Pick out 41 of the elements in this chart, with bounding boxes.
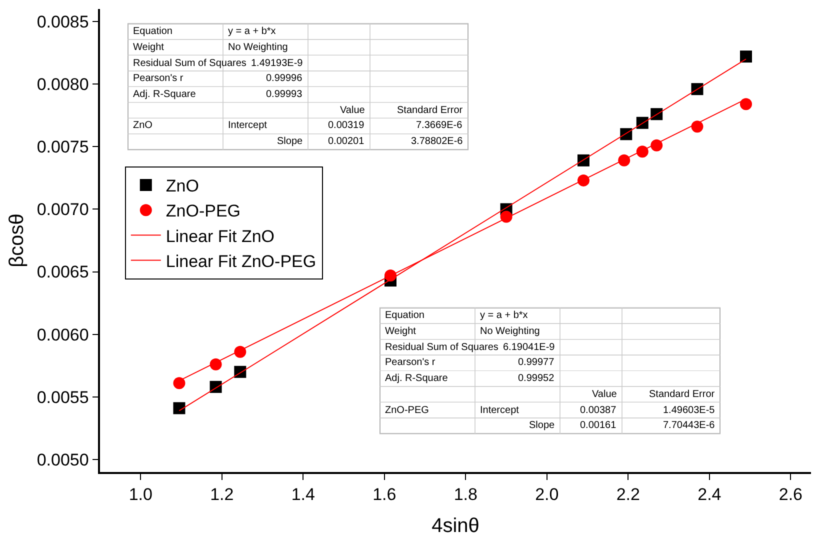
x-tick-label: 1.4	[291, 485, 315, 504]
legend-label: ZnO-PEG	[166, 202, 241, 221]
point	[618, 154, 630, 166]
point	[234, 346, 246, 358]
point	[210, 380, 222, 393]
legend-label: Linear Fit ZnO-PEG	[166, 252, 316, 271]
point	[691, 120, 704, 133]
legend-label: ZnO	[166, 176, 199, 196]
x-tick-label: 1.0	[128, 485, 152, 504]
y-tick-label: 0.0085	[36, 12, 89, 32]
x-tick-label: 1.8	[454, 485, 478, 504]
point	[650, 139, 663, 152]
point	[740, 50, 752, 63]
text: Equation y = a + b*x Weight No Weighting Residual Sum of Squares 6.19041E-9 Pearson's r 0.99977 Adj. R-Square 0.99952 Value Standard Error ZnO-PEG Intercept 0.00387 1.49603E-5 Slope 0.00161 7.70443E-6	[385, 310, 715, 431]
point	[577, 154, 590, 166]
point	[691, 83, 704, 96]
x-axis-title: 4sinθ	[432, 515, 480, 538]
y-tick-label: 0.0060	[36, 325, 89, 344]
y-tick-label: 0.0070	[36, 200, 89, 220]
x-tick-label: 1.2	[210, 485, 234, 504]
x-tick-label: 2.0	[535, 485, 559, 504]
point	[636, 146, 648, 158]
y-axis-title: βcosθ	[6, 214, 28, 268]
point	[636, 116, 648, 129]
point	[620, 128, 632, 140]
x-tick-label: 2.4	[698, 485, 722, 504]
y-tick-label: 0.0055	[36, 388, 89, 407]
y-tick-label: 0.0065	[36, 262, 89, 282]
y-tick-label: 0.0080	[36, 75, 89, 94]
text: Equation y = a + b*x Weight No Weighting Residual Sum of Squares 1.49193E-9 Pearson's r 0.99996 Adj. R-Square 0.99993 Value Standard Error ZnO Intercept 0.00319 7.3669E-6 Slope 0.00201 3.78802E-6	[133, 26, 463, 147]
point	[173, 402, 186, 414]
point	[740, 98, 752, 110]
x-tick-label: 1.6	[372, 485, 396, 504]
x-tick-label: 2.6	[778, 485, 803, 504]
point	[650, 108, 663, 120]
x-tick-label: 2.2	[616, 485, 640, 504]
y-tick-label: 0.0050	[36, 450, 89, 470]
point	[173, 377, 186, 390]
legend-label: Linear Fit ZnO	[166, 226, 275, 246]
point	[234, 366, 246, 378]
y-tick-label: 0.0075	[36, 138, 89, 157]
